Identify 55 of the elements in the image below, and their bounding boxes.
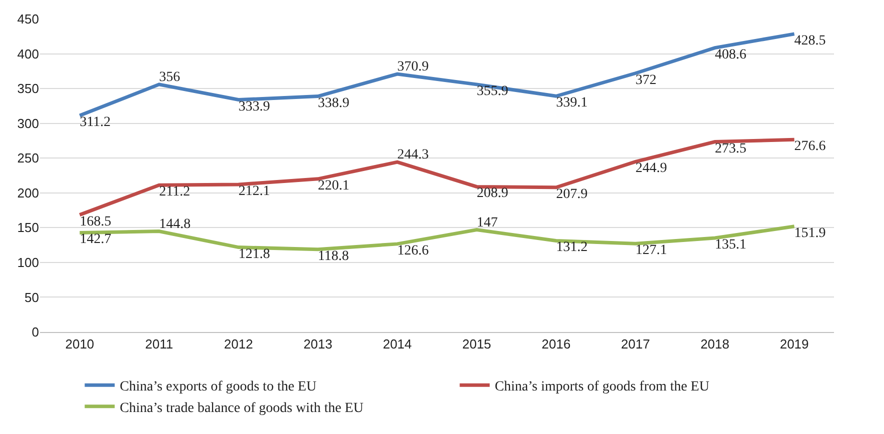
data-label: 311.2 [80,115,111,130]
data-label: 208.9 [476,186,508,202]
data-label: 142.7 [80,232,112,248]
data-label: 212.1 [238,184,270,199]
data-label: 144.8 [159,216,191,232]
y-tick-label: 350 [17,81,39,96]
data-label: 211.2 [159,184,190,200]
line-series [78,32,796,118]
legend-label: China’s exports of goods to the EU [120,380,316,395]
data-label: 207.9 [556,186,588,202]
x-tick-label: 2013 [303,336,332,352]
x-tick-label: 2015 [462,336,492,352]
y-tick-label: 200 [17,185,39,200]
data-label: 339.1 [556,96,588,111]
data-label: 126.6 [397,243,429,258]
y-tick-label: 250 [17,150,39,166]
data-label: 220.1 [318,178,350,194]
x-tick-label: 2011 [145,336,174,352]
y-tick-label: 300 [17,116,39,131]
y-tick-label: 450 [17,12,39,27]
line-series [78,138,796,217]
data-label: 131.2 [556,240,588,256]
data-label: 127.1 [636,243,667,258]
y-tick-label: 100 [17,254,39,270]
data-label: 372 [636,72,656,88]
legend-label: China’s imports of goods from the EU [494,380,710,395]
x-tick-label: 2016 [542,336,571,352]
data-label: 244.3 [397,148,429,163]
data-label: 408.6 [714,47,746,62]
data-label: 338.9 [318,96,350,111]
data-label: 356 [159,70,180,85]
data-label: 333.9 [238,99,270,114]
data-label: 151.9 [794,226,826,241]
data-label: 355.9 [476,84,508,99]
data-label: 121.8 [238,246,270,262]
data-label: 370.9 [397,60,429,75]
x-tick-label: 2010 [65,336,94,352]
y-tick-label: 400 [17,46,39,62]
legend-label: China’s trade balance of goods with the EU [120,400,364,416]
x-tick-label: 2017 [621,336,650,352]
data-label: 428.5 [794,33,826,48]
data-label: 135.1 [714,238,746,253]
data-label: 168.5 [80,214,112,230]
x-tick-label: 2012 [224,336,253,352]
y-tick-label: 50 [24,290,39,305]
x-tick-label: 2014 [382,336,412,352]
x-tick-label: 2019 [780,336,809,352]
x-tick-label: 2018 [700,336,730,352]
data-label: 118.8 [318,248,349,264]
data-label: 276.6 [794,139,826,154]
y-tick-label: 150 [17,220,39,236]
y-tick-label: 0 [32,324,39,340]
data-label: 147 [476,215,498,230]
data-label: 244.9 [636,161,667,176]
data-label: 273.5 [714,141,746,156]
